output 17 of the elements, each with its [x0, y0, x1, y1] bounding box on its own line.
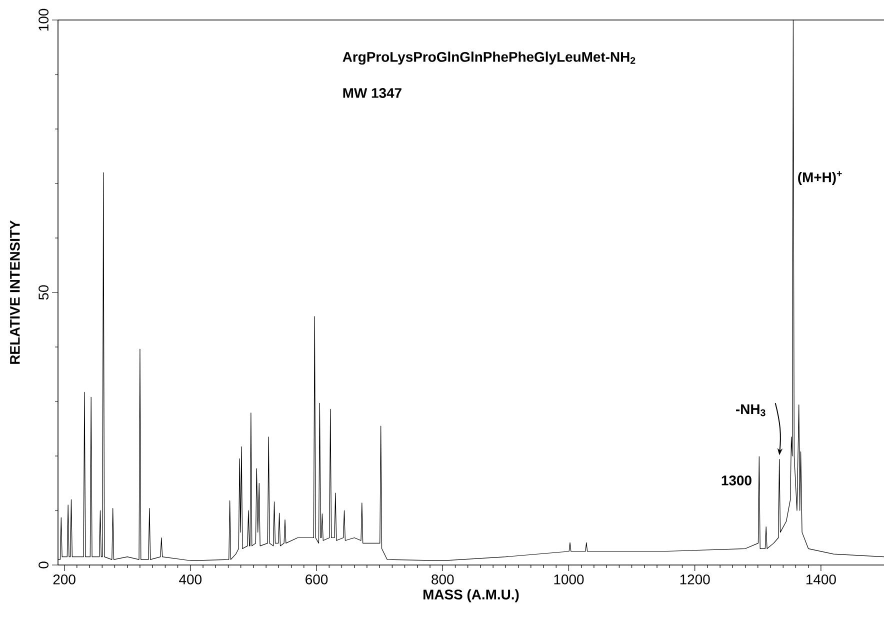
annotation: (M+H)$^{+}$ [798, 171, 842, 185]
x-tick-label: 1000 [554, 574, 584, 584]
annotation: -NH$_{3}$ [736, 404, 766, 416]
x-tick-label: 1400 [806, 574, 836, 584]
annotation: ArgProLysProGlnGlnPhePheGlyLeuMet-NH$_{2}$ [342, 52, 636, 65]
x-tick-label: 1200 [680, 574, 710, 584]
y-axis-title: RELATIVE INTENSITY [10, 220, 20, 364]
x-tick-label: 800 [432, 574, 454, 584]
x-tick-label: 200 [53, 574, 76, 584]
x-tick-label: 400 [179, 574, 202, 584]
y-tick-label: 50 [38, 285, 49, 300]
annotation: 1300 [722, 475, 752, 486]
y-tick-label: 0 [38, 562, 49, 568]
annotation: MW 1347 [343, 88, 402, 98]
y-tick-label: 100 [38, 8, 49, 31]
x-axis-title: MASS (A.M.U.) [424, 589, 519, 602]
x-tick-label: 600 [306, 574, 328, 584]
